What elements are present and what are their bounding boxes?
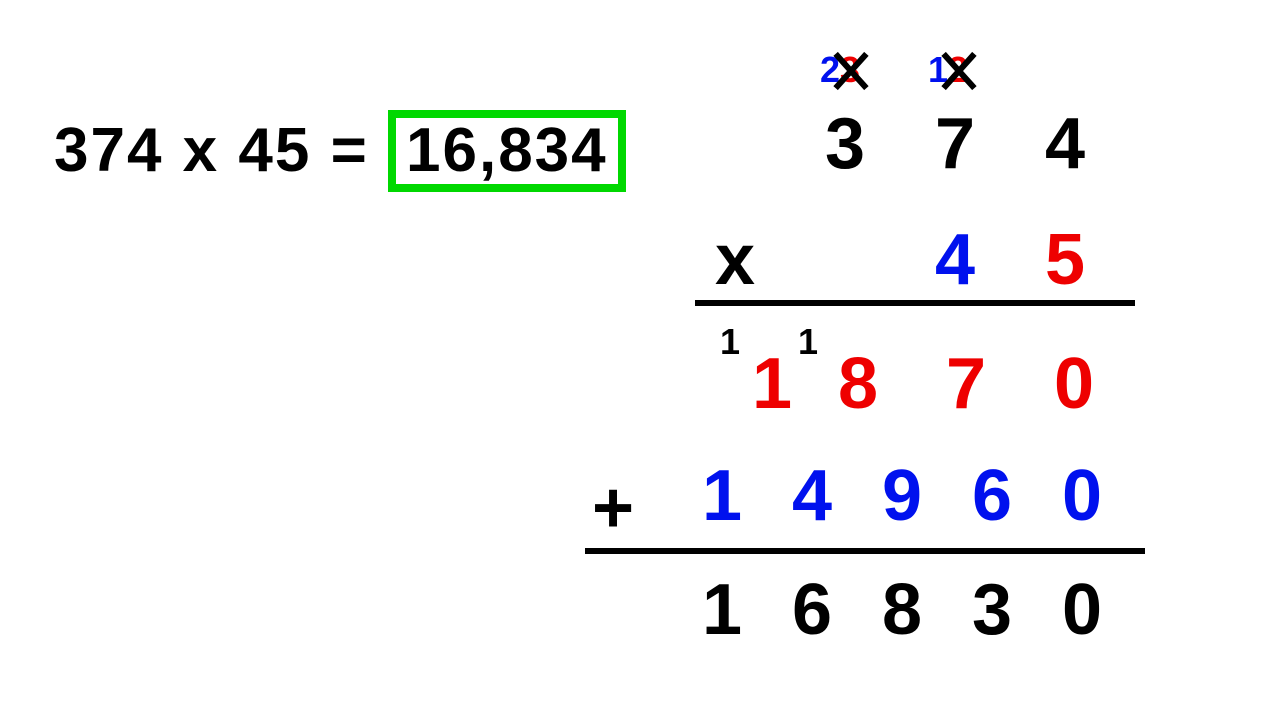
multiplier-d1: 4 bbox=[935, 224, 975, 296]
result-d5: 0 bbox=[1062, 574, 1102, 646]
add-carry-1: 1 bbox=[720, 324, 740, 360]
equation-answer: 16,834 bbox=[406, 116, 608, 185]
partial1-d1: 1 bbox=[752, 348, 792, 420]
multiplicand-d3: 4 bbox=[1045, 108, 1085, 180]
line-1 bbox=[695, 300, 1135, 306]
partial2-d3: 9 bbox=[882, 460, 922, 532]
carry-top-1: 23 bbox=[820, 52, 860, 88]
add-carry-2: 1 bbox=[798, 324, 818, 360]
partial1-d3: 7 bbox=[946, 348, 986, 420]
result-d3: 8 bbox=[882, 574, 922, 646]
equation: 374 x 45 = 16,834 bbox=[54, 110, 626, 192]
multiplicand-d2: 7 bbox=[935, 108, 975, 180]
partial2-d1: 1 bbox=[702, 460, 742, 532]
answer-box: 16,834 bbox=[388, 110, 626, 192]
partial1-d2: 8 bbox=[838, 348, 878, 420]
partial2-d5: 0 bbox=[1062, 460, 1102, 532]
equation-lhs: 374 x 45 = bbox=[54, 116, 369, 185]
multiplier-d2: 5 bbox=[1045, 224, 1085, 296]
plus-sign: + bbox=[592, 472, 634, 544]
carry-top-2: 12 bbox=[928, 52, 968, 88]
partial1-d4: 0 bbox=[1054, 348, 1094, 420]
result-d1: 1 bbox=[702, 574, 742, 646]
result-d4: 3 bbox=[972, 574, 1012, 646]
partial2-d2: 4 bbox=[792, 460, 832, 532]
carry-top-2-crossed: 2 bbox=[948, 52, 968, 88]
result-d2: 6 bbox=[792, 574, 832, 646]
multiply-sign: x bbox=[715, 224, 755, 296]
multiplicand-d1: 3 bbox=[825, 108, 865, 180]
carry-top-1-crossed: 3 bbox=[840, 52, 860, 88]
line-2 bbox=[585, 548, 1145, 554]
partial2-d4: 6 bbox=[972, 460, 1012, 532]
